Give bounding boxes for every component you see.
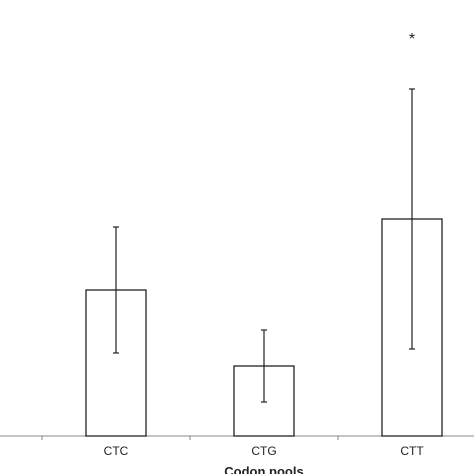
x-tick-label: CTC bbox=[104, 444, 129, 458]
error-bar bbox=[409, 88, 415, 350]
x-tick-label: CTT bbox=[400, 444, 424, 458]
x-axis-label: Codon pools bbox=[224, 464, 303, 474]
annotation: * bbox=[409, 31, 415, 48]
error-bar bbox=[113, 226, 119, 354]
x-tick-label: CTG bbox=[251, 444, 276, 458]
error-bar bbox=[261, 329, 267, 403]
